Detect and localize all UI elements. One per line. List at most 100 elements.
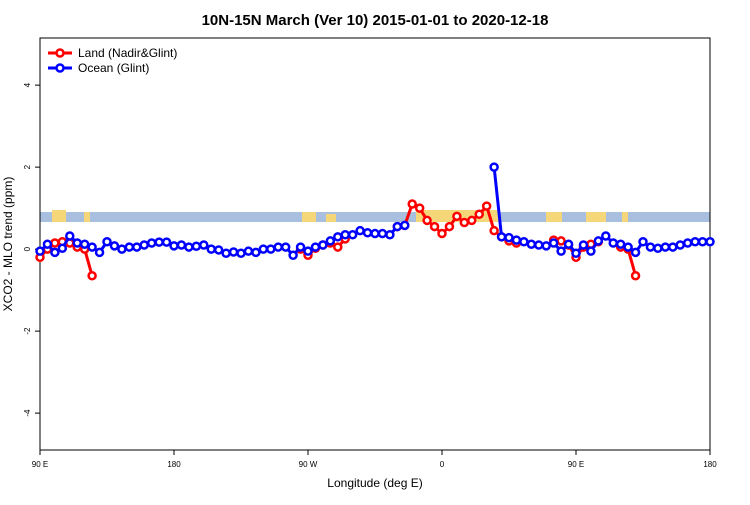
data-point bbox=[481, 201, 492, 211]
data-point bbox=[288, 250, 298, 261]
legend-marker bbox=[55, 63, 65, 73]
data-point bbox=[303, 246, 313, 256]
data-point bbox=[87, 271, 97, 281]
data-point bbox=[117, 244, 127, 254]
data-point bbox=[675, 240, 685, 250]
data-point bbox=[407, 199, 417, 209]
data-point bbox=[333, 232, 343, 242]
data-point bbox=[325, 236, 336, 246]
data-point bbox=[221, 248, 231, 258]
data-point bbox=[541, 241, 551, 251]
land-patch bbox=[622, 212, 628, 222]
land-patch bbox=[326, 214, 336, 222]
data-point bbox=[191, 241, 202, 252]
data-point bbox=[273, 242, 283, 252]
data-point bbox=[556, 236, 566, 246]
ocean-strip bbox=[40, 212, 710, 222]
land-patch bbox=[302, 212, 316, 222]
land-patch bbox=[586, 212, 606, 222]
data-point bbox=[690, 236, 700, 247]
data-point bbox=[660, 242, 671, 252]
data-point bbox=[176, 240, 187, 250]
data-point bbox=[50, 238, 60, 248]
x-tick-label: 0 bbox=[440, 460, 445, 469]
data-point bbox=[645, 242, 656, 252]
x-tick-label: 90 W bbox=[299, 460, 318, 469]
data-point bbox=[280, 242, 291, 252]
data-point bbox=[452, 211, 462, 222]
data-point bbox=[206, 244, 216, 254]
data-point bbox=[586, 246, 596, 256]
data-point bbox=[489, 225, 499, 236]
legend-label: Land (Nadir&Glint) bbox=[78, 46, 177, 60]
y-axis-label: XCO2 - MLO trend (ppm) bbox=[1, 177, 15, 312]
data-point bbox=[318, 240, 328, 250]
data-point bbox=[109, 241, 120, 251]
data-point bbox=[623, 242, 633, 252]
data-point bbox=[437, 228, 447, 239]
data-point bbox=[347, 230, 358, 240]
legend-marker bbox=[55, 48, 65, 58]
data-point bbox=[310, 242, 321, 252]
data-point bbox=[496, 232, 507, 242]
data-point bbox=[355, 225, 365, 236]
data-point bbox=[608, 238, 618, 248]
data-point bbox=[668, 242, 678, 252]
x-axis-label: Longitude (deg E) bbox=[327, 476, 422, 490]
data-point bbox=[653, 243, 663, 254]
data-point bbox=[578, 240, 589, 250]
y-tick-label: -2 bbox=[23, 327, 32, 335]
data-point bbox=[638, 236, 648, 247]
data-point bbox=[35, 246, 45, 256]
data-point bbox=[228, 247, 239, 257]
data-point bbox=[333, 242, 343, 252]
chart-title: 10N-15N March (Ver 10) 2015-01-01 to 202… bbox=[202, 12, 549, 29]
data-point bbox=[146, 238, 157, 248]
data-point bbox=[504, 232, 514, 243]
data-point bbox=[94, 247, 105, 258]
data-point bbox=[511, 235, 522, 245]
data-point bbox=[429, 221, 440, 232]
data-point bbox=[571, 248, 581, 258]
y-tick-label: 2 bbox=[23, 164, 32, 169]
y-tick-label: 0 bbox=[23, 246, 32, 251]
y-tick-label: -4 bbox=[23, 409, 32, 417]
data-point bbox=[459, 217, 470, 228]
data-point bbox=[340, 230, 350, 240]
data-point bbox=[630, 247, 641, 258]
data-point bbox=[266, 244, 276, 254]
data-point bbox=[370, 228, 380, 239]
x-tick-label: 90 E bbox=[568, 460, 584, 469]
data-point bbox=[199, 240, 209, 250]
data-point bbox=[184, 242, 194, 252]
data-point bbox=[444, 221, 455, 232]
data-point bbox=[362, 227, 373, 238]
land-patch bbox=[52, 210, 66, 222]
data-point bbox=[392, 221, 403, 232]
data-point bbox=[385, 230, 395, 240]
data-point bbox=[161, 237, 172, 247]
data-point bbox=[50, 247, 60, 258]
data-point bbox=[154, 237, 164, 247]
data-point bbox=[422, 215, 432, 226]
land-patch bbox=[546, 212, 562, 222]
data-point bbox=[124, 242, 135, 252]
data-point bbox=[102, 236, 112, 247]
x-tick-label: 180 bbox=[167, 460, 181, 469]
data-point bbox=[258, 244, 269, 254]
data-point bbox=[400, 220, 410, 231]
data-point bbox=[251, 247, 261, 258]
data-point bbox=[489, 162, 499, 172]
data-point bbox=[548, 238, 559, 248]
data-point bbox=[79, 239, 90, 249]
data-point bbox=[705, 236, 715, 247]
data-point bbox=[57, 243, 68, 254]
data-point bbox=[615, 239, 626, 249]
data-point bbox=[534, 240, 544, 250]
data-point bbox=[139, 240, 149, 250]
data-point bbox=[697, 236, 708, 247]
data-point bbox=[414, 203, 425, 213]
x-tick-label: 90 E bbox=[32, 460, 48, 469]
